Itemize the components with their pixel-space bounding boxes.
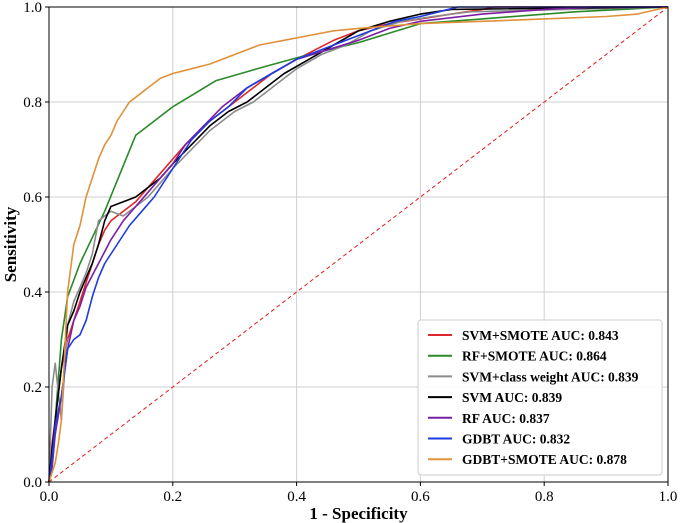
series-lines — [48, 6, 669, 483]
legend-label-3: SVM AUC: 0.839 — [462, 390, 562, 405]
x-tick-label-3: 0.6 — [411, 489, 430, 505]
y-tick-label-0: 0.0 — [23, 475, 42, 491]
y-tick-label-4: 0.8 — [23, 95, 42, 111]
legend-label-1: RF+SMOTE AUC: 0.864 — [462, 349, 607, 364]
legend-label-6: GDBT+SMOTE AUC: 0.878 — [462, 452, 627, 467]
x-axis-title: 1 - Specificity — [309, 504, 408, 523]
x-tick-label-0: 0.0 — [40, 489, 59, 505]
y-tick-label-3: 0.6 — [23, 190, 42, 206]
y-axis-title: Sensitivity — [1, 206, 20, 282]
x-tick-label-5: 1.0 — [659, 489, 678, 505]
x-tick-label-2: 0.4 — [287, 489, 306, 505]
series-line-4 — [48, 6, 668, 483]
series-line-5 — [48, 6, 668, 483]
legend: SVM+SMOTE AUC: 0.843 RF+SMOTE AUC: 0.864 S… — [417, 319, 663, 476]
legend-box — [417, 319, 663, 476]
legend-label-5: GDBT AUC: 0.832 — [462, 432, 570, 447]
legend-label-4: RF AUC: 0.837 — [462, 411, 550, 426]
y-tick-label-5: 1.0 — [23, 0, 42, 16]
y-tick-label-2: 0.4 — [23, 285, 42, 301]
x-tick-label-1: 0.2 — [163, 489, 182, 505]
legend-label-2: SVM+class weight AUC: 0.839 — [462, 369, 639, 384]
legend-label-0: SVM+SMOTE AUC: 0.843 — [462, 328, 619, 343]
y-tick-label-1: 0.2 — [23, 380, 42, 396]
x-tick-label-4: 0.8 — [535, 489, 554, 505]
plot-frame — [48, 6, 669, 483]
series-line-6 — [48, 6, 669, 483]
series-line-2 — [48, 6, 669, 483]
axis-ticks: 0.0 0.2 0.4 0.6 0.8 1.0 0.0 0.2 0.4 0.6 0.8 1.0 — [23, 0, 677, 505]
